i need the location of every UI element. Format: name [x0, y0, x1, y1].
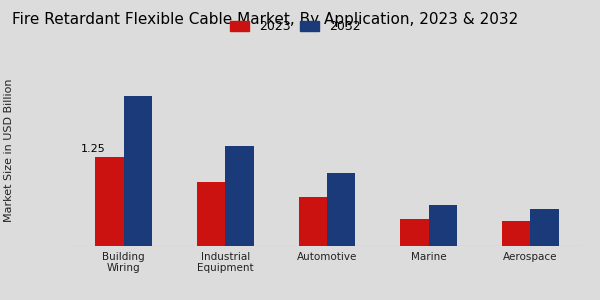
Bar	[95, 157, 124, 246]
Text: 1.25: 1.25	[80, 144, 106, 154]
Legend: 2023, 2032: 2023, 2032	[225, 15, 366, 38]
Bar	[400, 219, 428, 246]
Text: Market Size in USD Billion: Market Size in USD Billion	[4, 78, 14, 222]
Bar	[530, 209, 559, 246]
Bar	[502, 221, 530, 246]
Text: Fire Retardant Flexible Cable Market, By Application, 2023 & 2032: Fire Retardant Flexible Cable Market, By…	[12, 12, 518, 27]
Bar	[124, 96, 152, 246]
Bar	[428, 205, 457, 246]
Bar	[299, 197, 327, 246]
Bar	[327, 173, 355, 246]
Bar	[226, 146, 254, 246]
Bar	[197, 182, 226, 246]
